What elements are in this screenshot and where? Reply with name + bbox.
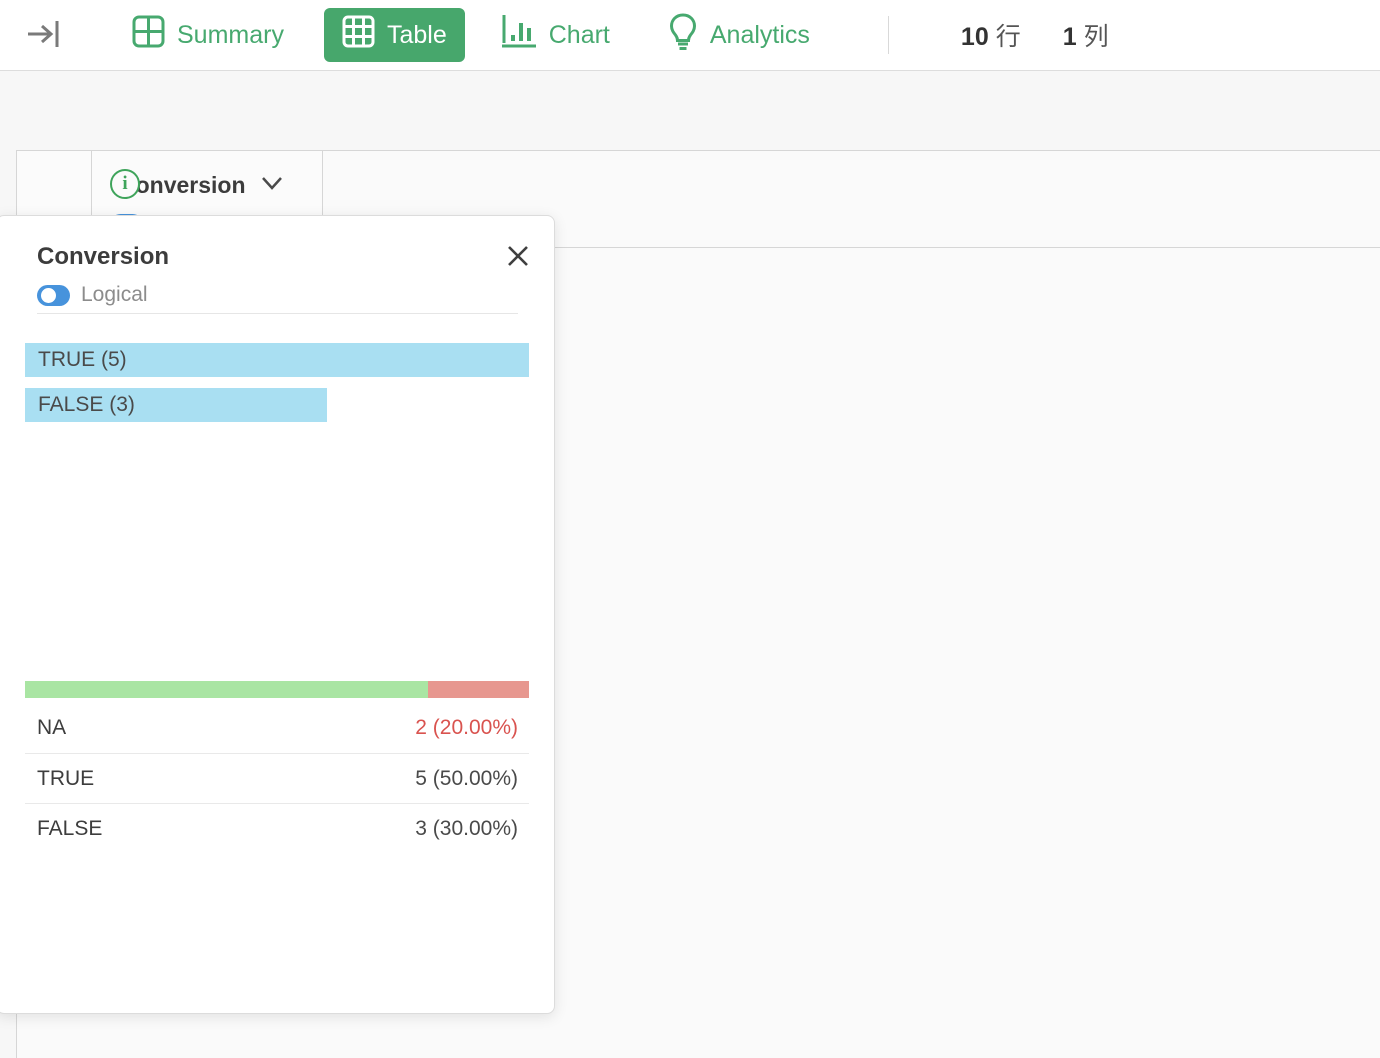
column-name: Conversion (119, 171, 246, 198)
histogram-bar-true-label: TRUE (5) (38, 348, 127, 371)
column-summary-popup: Conversion Logical TRUE (5) FALSE (3) NA… (0, 215, 555, 1014)
summary-grid-icon (132, 15, 165, 55)
close-button[interactable] (506, 244, 530, 271)
close-icon (506, 246, 530, 271)
stat-row-true: TRUE 5 (50.00%) (25, 753, 529, 803)
value-histogram: TRUE (5) FALSE (3) (25, 343, 529, 433)
column-unit: 列 (1083, 23, 1109, 51)
table-grid-icon (342, 15, 375, 55)
toolbar: Summary Table Chart (0, 0, 1380, 71)
column-title: i Conversion (110, 165, 322, 205)
stat-label: FALSE (37, 816, 103, 840)
stats-table: NA 2 (20.00%) TRUE 5 (50.00%) FALSE 3 (3… (25, 703, 529, 853)
stat-row-na: NA 2 (20.00%) (25, 703, 529, 753)
collapse-panel-button[interactable] (26, 19, 62, 52)
tab-summary-label: Summary (177, 20, 284, 49)
tab-analytics-label: Analytics (709, 20, 810, 49)
popup-type-row: Logical (37, 283, 148, 307)
tab-chart-label: Chart (548, 20, 610, 49)
histogram-bar-false[interactable]: FALSE (3) (25, 388, 328, 422)
valid-segment (25, 681, 429, 698)
logical-type-icon (37, 284, 70, 306)
popup-title: Conversion (37, 243, 170, 270)
tab-analytics[interactable]: Analytics (650, 8, 828, 62)
row-unit: 行 (995, 23, 1021, 51)
stat-row-false: FALSE 3 (30.00%) (25, 803, 529, 853)
stat-label: NA (37, 716, 67, 739)
popup-type-label: Logical (81, 283, 148, 306)
stat-value: 3 (30.00%) (415, 816, 518, 840)
tab-table-label: Table (386, 20, 447, 49)
stat-label: TRUE (37, 766, 95, 790)
histogram-bar-false-label: FALSE (3) (38, 393, 135, 416)
tab-chart[interactable]: Chart (483, 8, 628, 62)
column-count: 1 (1062, 23, 1077, 51)
stat-value: 5 (50.00%) (415, 766, 518, 790)
chevron-down-icon[interactable] (246, 175, 284, 196)
toolbar-divider (887, 16, 889, 54)
na-segment (428, 681, 529, 698)
data-quality-bar (25, 681, 529, 698)
dataset-dimensions: 10 行 1 列 (961, 17, 1109, 53)
arrow-to-bar-icon (26, 19, 62, 52)
tab-table[interactable]: Table (323, 8, 465, 62)
bar-chart-icon (501, 14, 537, 56)
histogram-bar-true[interactable]: TRUE (5) (25, 343, 529, 377)
tab-summary[interactable]: Summary (114, 8, 302, 62)
lightbulb-icon (668, 12, 698, 58)
popup-header-divider (37, 313, 518, 314)
column-info-icon[interactable]: i (110, 169, 140, 199)
row-count: 10 (960, 23, 989, 51)
stat-value: 2 (20.00%) (415, 716, 518, 739)
